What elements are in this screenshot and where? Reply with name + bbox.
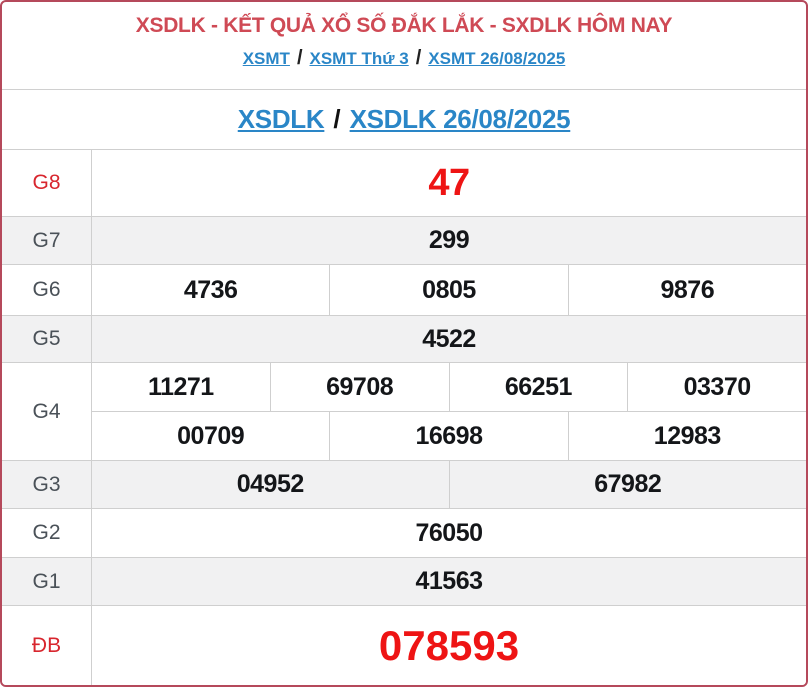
prize-label: G6 <box>2 265 92 315</box>
prize-subrow: 04952 67982 <box>92 461 806 508</box>
breadcrumb-link-xsmt-date[interactable]: XSMT 26/08/2025 <box>428 49 566 68</box>
breadcrumb-separator: / <box>296 47 303 69</box>
prize-number: 078593 <box>378 622 520 669</box>
prize-values: 11271 69708 66251 03370 00709 16698 12983 <box>92 363 806 460</box>
prize-subrow: 76050 <box>92 509 806 557</box>
prize-row-g6: G6 4736 0805 9876 <box>2 264 806 315</box>
prize-number: 4736 <box>183 275 238 304</box>
prize-row-đb: ĐB 078593 <box>2 605 806 685</box>
prize-values: 299 <box>92 217 806 264</box>
breadcrumb: XSMT / XSMT Thứ 3 / XSMT 26/08/2025 <box>2 47 806 70</box>
prize-number: 0805 <box>329 265 567 315</box>
breadcrumb-link-xsmt-thu3[interactable]: XSMT Thứ 3 <box>309 49 409 68</box>
results-table: G8 47 G7 299 G6 4736 0805 9876 G5 4522 G4 11271 6970… <box>2 149 806 685</box>
prize-label: G1 <box>2 558 92 605</box>
prize-row-g5: G5 4522 <box>2 315 806 362</box>
prize-row-g4: G4 11271 69708 66251 03370 00709 16698 12983 <box>2 362 806 460</box>
prize-number: 9876 <box>567 265 806 315</box>
prize-label: G3 <box>2 461 92 508</box>
prize-label: G2 <box>2 509 92 557</box>
prize-values: 41563 <box>92 558 806 605</box>
prize-number: 4522 <box>422 324 476 353</box>
prize-row-g2: G2 76050 <box>2 508 806 557</box>
prize-number: 03370 <box>627 363 806 411</box>
prize-subrow: 4522 <box>92 316 806 362</box>
prize-subrow: 00709 16698 12983 <box>92 411 806 460</box>
prize-number: 12983 <box>567 412 806 460</box>
prize-row-g8: G8 47 <box>2 149 806 216</box>
breadcrumb-link-xsmt[interactable]: XSMT <box>242 49 290 68</box>
prize-number: 00709 <box>177 421 245 450</box>
prize-row-g7: G7 299 <box>2 216 806 264</box>
prize-number: 299 <box>428 226 470 254</box>
prize-label: G7 <box>2 217 92 264</box>
subheader-link-xsdlk-date[interactable]: XSDLK 26/08/2025 <box>349 104 571 134</box>
prize-label: G8 <box>2 150 92 216</box>
prize-number: 47 <box>428 161 470 204</box>
prize-number: 16698 <box>329 412 567 460</box>
prize-number: 66251 <box>448 363 628 411</box>
prize-label: G4 <box>2 363 92 460</box>
sub-header: XSDLK / XSDLK 26/08/2025 <box>2 90 806 149</box>
prize-row-g1: G1 41563 <box>2 557 806 605</box>
prize-values: 47 <box>92 150 806 216</box>
prize-number: 69708 <box>269 363 449 411</box>
prize-values: 078593 <box>92 606 806 685</box>
breadcrumb-separator: / <box>415 47 422 69</box>
prize-number: 04952 <box>236 470 305 498</box>
prize-number: 76050 <box>415 518 483 547</box>
prize-values: 4522 <box>92 316 806 362</box>
prize-subrow: 11271 69708 66251 03370 <box>92 363 806 411</box>
prize-label: ĐB <box>2 606 92 685</box>
prize-subrow: 078593 <box>92 606 806 685</box>
page-header: XSDLK - KẾT QUẢ XỔ SỐ ĐẮK LẮK - SXDLK HÔ… <box>2 2 806 90</box>
prize-subrow: 4736 0805 9876 <box>92 265 806 315</box>
prize-subrow: 41563 <box>92 558 806 605</box>
prize-values: 04952 67982 <box>92 461 806 508</box>
subheader-separator: / <box>333 104 341 134</box>
prize-number: 11271 <box>148 372 214 401</box>
prize-number: 41563 <box>415 567 483 595</box>
prize-values: 76050 <box>92 509 806 557</box>
subheader-link-xsdlk[interactable]: XSDLK <box>237 104 325 134</box>
prize-values: 4736 0805 9876 <box>92 265 806 315</box>
page-title: XSDLK - KẾT QUẢ XỔ SỐ ĐẮK LẮK - SXDLK HÔ… <box>135 14 673 37</box>
prize-label: G5 <box>2 316 92 362</box>
prize-subrow: 47 <box>92 150 806 216</box>
prize-row-g3: G3 04952 67982 <box>2 460 806 508</box>
prize-subrow: 299 <box>92 217 806 264</box>
prize-number: 67982 <box>448 461 807 508</box>
